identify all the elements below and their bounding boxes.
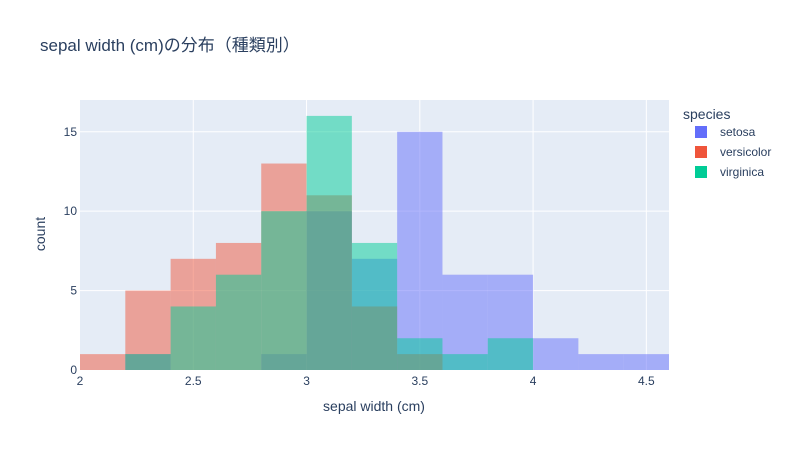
legend-title: species [683, 106, 730, 122]
bar-setosa[interactable] [397, 131, 443, 370]
bar-setosa[interactable] [578, 354, 624, 370]
bar-virginica[interactable] [487, 338, 534, 370]
legend-item-setosa[interactable]: setosa [695, 125, 756, 139]
y-axis-ticks: 0 5 10 15 [64, 125, 78, 377]
bar-virginica[interactable] [306, 115, 352, 370]
legend-label: versicolor [720, 145, 771, 159]
series-virginica [125, 115, 534, 370]
x-tick-label: 4.5 [638, 374, 655, 388]
legend-label: setosa [720, 125, 756, 139]
bar-setosa[interactable] [623, 354, 669, 370]
legend-items[interactable]: setosa versicolor virginica [695, 125, 771, 179]
bars [80, 115, 669, 370]
y-tick-label: 5 [70, 284, 77, 298]
legend[interactable]: species setosa versicolor virginica [683, 106, 771, 179]
legend-swatch [695, 146, 707, 158]
bar-virginica[interactable] [442, 354, 488, 370]
bar-virginica[interactable] [261, 211, 307, 370]
legend-item-versicolor[interactable]: versicolor [695, 145, 771, 159]
bar-virginica[interactable] [125, 354, 171, 370]
x-tick-label: 2 [77, 374, 84, 388]
x-tick-label: 3 [303, 374, 310, 388]
y-tick-label: 15 [64, 125, 78, 139]
y-tick-label: 10 [64, 204, 78, 218]
bar-setosa[interactable] [533, 338, 579, 370]
x-axis-title: sepal width (cm) [323, 398, 425, 414]
x-axis-ticks: 2 2.5 3 3.5 4 4.5 [77, 374, 655, 388]
x-tick-label: 4 [530, 374, 537, 388]
y-tick-label: 0 [70, 363, 77, 377]
x-tick-label: 3.5 [411, 374, 428, 388]
bar-virginica[interactable] [351, 242, 398, 370]
chart-title: sepal width (cm)の分布（種類別） [40, 36, 300, 55]
y-axis-title: count [32, 217, 48, 251]
legend-swatch [695, 126, 707, 138]
bar-virginica[interactable] [170, 306, 216, 370]
bar-virginica[interactable] [397, 338, 443, 370]
bar-versicolor[interactable] [80, 354, 126, 370]
bar-virginica[interactable] [215, 274, 262, 370]
x-tick-label: 2.5 [185, 374, 202, 388]
legend-item-virginica[interactable]: virginica [695, 165, 764, 179]
legend-swatch [695, 166, 707, 178]
legend-label: virginica [720, 165, 764, 179]
